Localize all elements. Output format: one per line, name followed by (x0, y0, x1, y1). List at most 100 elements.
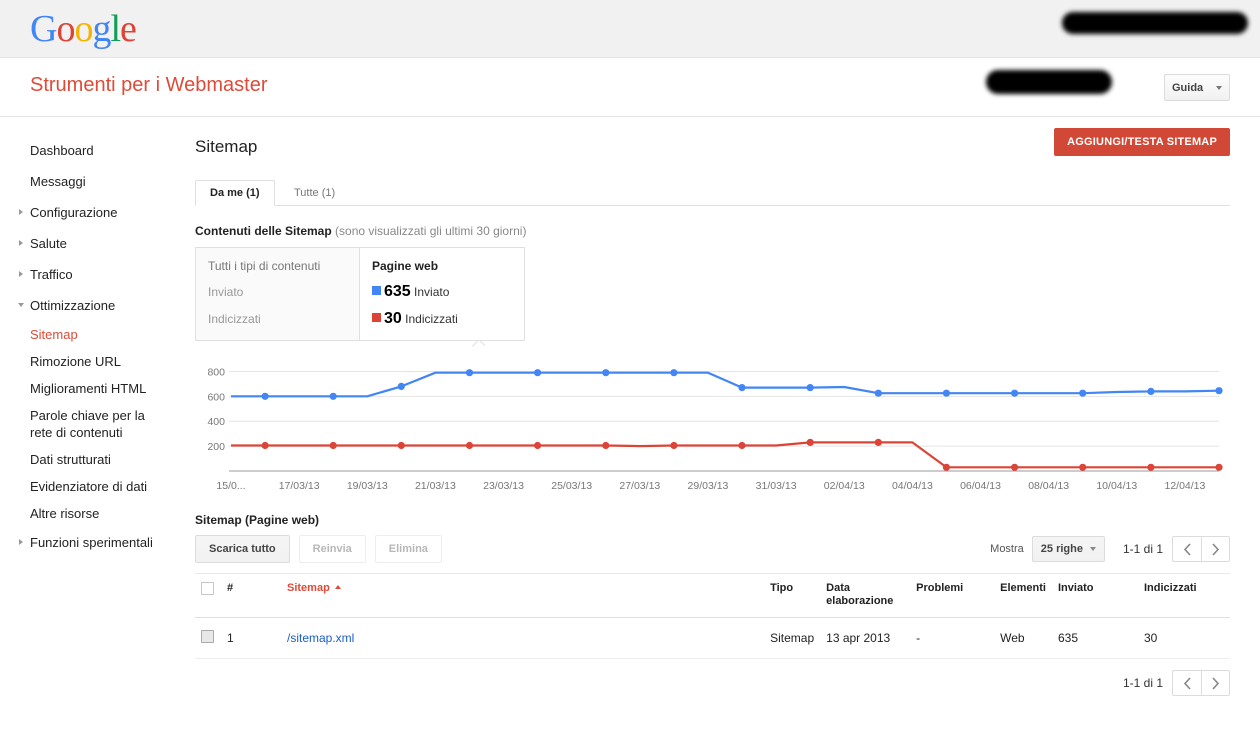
redacted-account-bar (1062, 12, 1248, 34)
delete-button: Elimina (374, 535, 442, 563)
stats-right-title: Pagine web (372, 259, 439, 273)
svg-text:06/04/13: 06/04/13 (960, 480, 1001, 492)
section-header: Contenuti delle Sitemap (sono visualizza… (195, 224, 1230, 238)
sitemap-content-summary: Tutti i tipi di contenuti Inviato Indici… (195, 247, 1230, 341)
sidebar-item-altre-risorse[interactable]: Altre risorse (30, 506, 100, 521)
stats-inviato-label: Inviato (414, 285, 450, 299)
sitemap-link[interactable]: /sitemap.xml (287, 631, 355, 645)
row-inviato: 635 (1052, 617, 1138, 659)
svg-text:23/03/13: 23/03/13 (483, 480, 524, 492)
column-header-data-elaborazione[interactable]: Data elaborazione (820, 573, 911, 618)
chevron-right-icon (1212, 542, 1220, 556)
stats-left-row-inviato[interactable]: Inviato (208, 285, 244, 299)
stats-all-content-types: Tutti i tipi di contenuti Inviato Indici… (195, 247, 360, 341)
row-problemi: - (910, 617, 995, 659)
svg-text:800: 800 (207, 366, 225, 378)
logo-letter-l: l (110, 8, 121, 50)
next-page-button-top[interactable] (1201, 536, 1230, 562)
logo-letter-o1: o (56, 8, 75, 50)
sidebar-item-ottimizzazione[interactable]: Ottimizzazione (0, 290, 190, 321)
sidebar-item-parole-chiave[interactable]: Parole chiave per la rete di contenuti (30, 408, 145, 440)
sitemaps-table: # Sitemap Tipo Data elaborazione Problem… (195, 573, 1230, 659)
svg-text:04/04/13: 04/04/13 (892, 480, 933, 492)
next-page-button-bottom[interactable] (1201, 670, 1230, 696)
stats-right-row-inviato: 635 Inviato (372, 284, 512, 300)
sidebar-item-funzioni-sperimentali[interactable]: Funzioni sperimentali (0, 527, 190, 558)
column-header-sitemap[interactable]: Sitemap (281, 573, 765, 618)
table-toolbar-right: Mostra 25 righe 1-1 di 1 (990, 536, 1230, 562)
svg-text:200: 200 (207, 441, 225, 453)
row-num: 1 (221, 617, 281, 659)
section-title: Contenuti delle Sitemap (195, 224, 332, 238)
tab-tutte[interactable]: Tutte (1) (293, 187, 336, 199)
sidebar-item-salute[interactable]: Salute (0, 228, 190, 259)
svg-text:02/04/13: 02/04/13 (824, 480, 865, 492)
svg-text:08/04/13: 08/04/13 (1028, 480, 1069, 492)
product-title[interactable]: Strumenti per i Webmaster (30, 74, 268, 96)
table-header-row: # Sitemap Tipo Data elaborazione Problem… (195, 573, 1230, 618)
tab-da-me[interactable]: Da me (1) (195, 180, 275, 206)
sidebar-item-traffico[interactable]: Traffico (0, 259, 190, 290)
column-header-num[interactable]: # (221, 573, 281, 618)
sitemap-chart: 800 600 400 200 15/0... 17/03/13 19/03/13 21/03… (195, 351, 1230, 499)
add-test-sitemap-button[interactable]: AGGIUNGI/TESTA SITEMAP (1054, 128, 1230, 156)
svg-text:600: 600 (207, 391, 225, 403)
help-button[interactable]: Guida (1164, 74, 1230, 101)
svg-text:29/03/13: 29/03/13 (688, 480, 729, 492)
row-indicizzati: 30 (1138, 617, 1230, 659)
chevron-left-icon (1183, 676, 1191, 690)
stats-right-row-indicizzati: 30 Indicizzati (372, 311, 512, 327)
sidebar-item-sitemap[interactable]: Sitemap (30, 327, 78, 342)
sitemap-line-chart: 800 600 400 200 15/0... 17/03/13 19/03/13 21/03… (207, 366, 1223, 492)
google-bar: Google (0, 0, 1260, 58)
prev-page-button-bottom[interactable] (1172, 670, 1201, 696)
redacted-site-name (986, 70, 1112, 94)
column-header-elementi[interactable]: Elementi (994, 573, 1052, 618)
callout-pointer (472, 341, 485, 348)
table-section-title: Sitemap (Pagine web) (195, 513, 320, 527)
column-header-indicizzati[interactable]: Indicizzati (1138, 573, 1230, 618)
row-elementi: Web (994, 617, 1052, 659)
column-header-inviato[interactable]: Inviato (1052, 573, 1138, 618)
svg-text:10/04/13: 10/04/13 (1096, 480, 1137, 492)
svg-text:17/03/13: 17/03/13 (279, 480, 320, 492)
resubmit-button: Reinvia (298, 535, 366, 563)
svg-text:27/03/13: 27/03/13 (619, 480, 660, 492)
table-row[interactable]: 1 /sitemap.xml Sitemap 13 apr 2013 - Web… (195, 617, 1230, 659)
sidebar-item-rimozione-url[interactable]: Rimozione URL (30, 354, 122, 369)
stats-inviato-value: 635 (384, 283, 411, 300)
rows-per-page-select[interactable]: 25 righe (1031, 536, 1105, 562)
legend-swatch-indicizzati (372, 313, 381, 322)
google-logo[interactable]: Google (30, 8, 137, 50)
chevron-down-icon (1089, 547, 1096, 551)
chevron-left-icon (1183, 542, 1191, 556)
sidebar-item-configurazione[interactable]: Configurazione (0, 197, 190, 228)
sidebar-item-dashboard[interactable]: Dashboard (30, 143, 94, 158)
row-data-elaborazione: 13 apr 2013 (820, 617, 911, 659)
stats-left-title: Tutti i tipi di contenuti (208, 259, 321, 273)
sidebar-item-messaggi[interactable]: Messaggi (30, 174, 86, 189)
stats-left-row-indicizzati[interactable]: Indicizzati (208, 312, 261, 326)
logo-letter-G: G (30, 8, 57, 50)
sort-ascending-icon (334, 585, 341, 589)
svg-text:15/0...: 15/0... (216, 480, 245, 492)
section-note: (sono visualizzati gli ultimi 30 giorni) (335, 224, 527, 238)
row-checkbox[interactable] (201, 630, 214, 643)
logo-letter-g: g (92, 8, 111, 50)
pagination-range-top: 1-1 di 1 (1122, 542, 1163, 556)
sidebar-item-evidenziatore-di-dati[interactable]: Evidenziatore di dati (30, 479, 148, 494)
prev-page-button-top[interactable] (1172, 536, 1201, 562)
sidebar-item-miglioramenti-html[interactable]: Miglioramenti HTML (30, 381, 147, 396)
select-all-checkbox[interactable] (201, 582, 214, 595)
rows-per-page-value: 25 righe (1040, 543, 1083, 555)
svg-text:25/03/13: 25/03/13 (551, 480, 592, 492)
svg-text:12/04/13: 12/04/13 (1164, 480, 1205, 492)
help-button-label: Guida (1172, 81, 1204, 94)
page-title: Sitemap (195, 137, 258, 156)
sidebar-item-dati-strutturati[interactable]: Dati strutturati (30, 452, 111, 467)
download-all-button[interactable]: Scarica tutto (195, 535, 290, 563)
select-all-header (195, 573, 221, 618)
column-header-problemi[interactable]: Problemi (910, 573, 995, 618)
svg-text:31/03/13: 31/03/13 (756, 480, 797, 492)
column-header-tipo[interactable]: Tipo (764, 573, 821, 618)
